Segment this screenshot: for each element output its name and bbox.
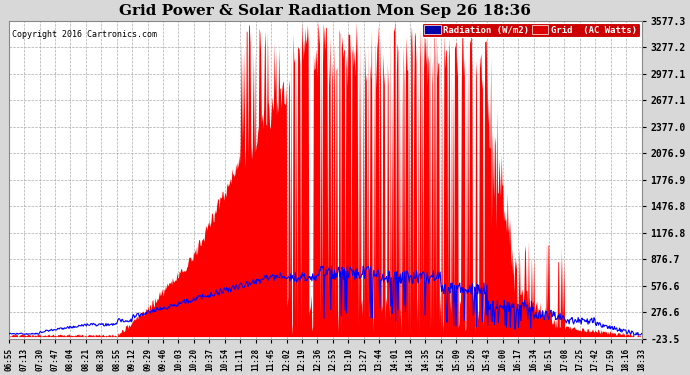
Legend: Radiation (W/m2), Grid  (AC Watts): Radiation (W/m2), Grid (AC Watts) <box>422 22 640 38</box>
Text: Copyright 2016 Cartronics.com: Copyright 2016 Cartronics.com <box>12 30 157 39</box>
Title: Grid Power & Solar Radiation Mon Sep 26 18:36: Grid Power & Solar Radiation Mon Sep 26 … <box>119 4 531 18</box>
